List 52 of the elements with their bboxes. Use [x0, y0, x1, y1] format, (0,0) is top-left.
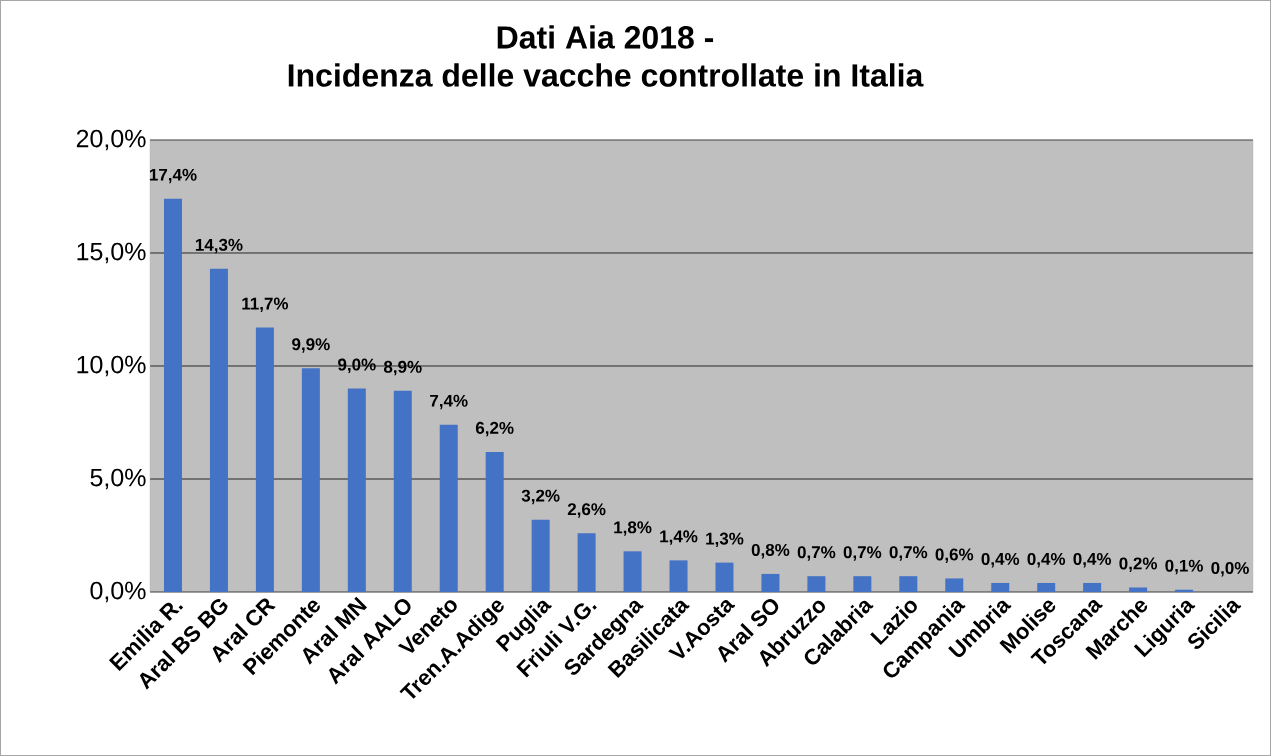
bar [209, 268, 228, 592]
data-label: 9,9% [292, 338, 330, 353]
data-label: 0,2% [1119, 557, 1158, 572]
bar [439, 424, 458, 592]
data-label: 14,3% [195, 238, 243, 254]
data-label: 9,0% [338, 358, 376, 374]
data-label: 17,4% [149, 168, 197, 184]
data-label: 1,4% [660, 530, 698, 545]
data-label: 0,7% [843, 546, 882, 561]
bar [163, 198, 182, 592]
bar [991, 582, 1010, 592]
bar [1083, 582, 1102, 592]
bar [347, 388, 366, 592]
data-label: 0,7% [797, 546, 836, 561]
bar [945, 578, 964, 592]
bar [669, 560, 688, 592]
data-label: 7,4% [430, 394, 468, 410]
bar [899, 576, 918, 592]
data-label: 8,9% [383, 360, 422, 376]
bar [577, 533, 596, 592]
data-label: 11,7% [242, 297, 289, 313]
bar [1129, 587, 1148, 592]
data-label: 0,6% [935, 548, 974, 563]
bar [715, 562, 734, 592]
data-label: 1,3% [706, 532, 744, 548]
data-label: 0,4% [981, 552, 1020, 568]
data-label: 0,7% [889, 546, 928, 561]
data-label: 2,6% [567, 503, 606, 518]
y-tick-label: 0,0% [90, 581, 146, 603]
bar [255, 327, 274, 592]
y-tick-label: 15,0% [77, 242, 146, 264]
bar [393, 390, 412, 592]
data-label: 0,1% [1165, 559, 1203, 575]
data-label: 0,4% [1027, 552, 1066, 568]
data-label: 1,8% [614, 521, 652, 536]
data-label: 0,8% [751, 543, 790, 559]
data-label: 0,4% [1073, 552, 1112, 568]
y-tick-label: 20,0% [76, 129, 146, 151]
bar [1037, 582, 1056, 592]
y-tick-label: 10,0% [77, 355, 146, 377]
bar [807, 576, 826, 592]
bar [853, 576, 872, 592]
data-label: 6,2% [475, 421, 514, 437]
y-tick-label: 5,0% [90, 468, 146, 490]
bar [531, 519, 550, 592]
chart-title: Dati Aia 2018 - Incidenza delle vacche controllate in Italia [288, 25, 924, 87]
bar [485, 451, 504, 592]
data-label: 0,0% [1211, 561, 1249, 577]
data-label: 3,2% [521, 489, 560, 505]
bar [623, 551, 642, 592]
bar [301, 368, 320, 592]
bar [761, 573, 780, 592]
